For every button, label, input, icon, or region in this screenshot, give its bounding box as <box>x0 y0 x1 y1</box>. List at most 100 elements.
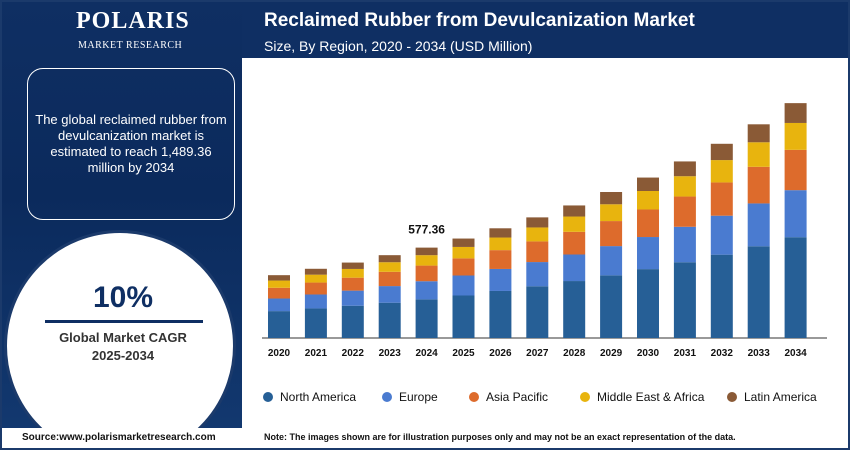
bar-asia-pacific-2029 <box>600 221 623 247</box>
x-tick-label: 2024 <box>415 348 438 359</box>
bar-europe-2024 <box>415 281 438 300</box>
legend-label: Europe <box>399 390 438 404</box>
x-tick-label: 2021 <box>305 348 328 359</box>
x-tick-label: 2023 <box>379 348 402 359</box>
chart-subtitle: Size, By Region, 2020 - 2034 (USD Millio… <box>264 38 533 54</box>
x-tick-label: 2032 <box>711 348 734 359</box>
bar-asia-pacific-2032 <box>710 182 733 216</box>
bar-asia-pacific-2031 <box>673 196 696 227</box>
bar-latin-america-2021 <box>304 268 327 275</box>
bar-europe-2020 <box>268 298 290 312</box>
cagr-label: Global Market CAGR <box>59 330 187 345</box>
bar-latin-america-2020 <box>268 275 290 281</box>
bar-latin-america-2032 <box>710 143 733 161</box>
bar-europe-2023 <box>378 286 401 303</box>
cagr-period: 2025-2034 <box>91 348 155 363</box>
footer: Source:www.polarismarketresearch.com Not… <box>2 428 848 448</box>
x-tick-label: 2034 <box>784 348 807 359</box>
logo-wordmark: POLARIS <box>76 8 190 34</box>
legend-marker <box>727 392 737 402</box>
bar-asia-pacific-2023 <box>378 271 401 287</box>
bar-north-america-2028 <box>563 281 586 338</box>
bar-asia-pacific-2026 <box>489 250 512 269</box>
source-text: Source:www.polarismarketresearch.com <box>22 432 216 443</box>
disclaimer-note: Note: The images shown are for illustrat… <box>264 432 736 442</box>
bar-middle-east-africa-2023 <box>378 262 401 272</box>
bar-asia-pacific-2024 <box>415 265 438 282</box>
bar-europe-2022 <box>341 290 364 306</box>
bar-europe-2029 <box>600 246 623 276</box>
legend-marker <box>382 392 392 402</box>
bar-latin-america-2024 <box>415 247 438 256</box>
bar-latin-america-2028 <box>563 205 586 217</box>
bar-middle-east-africa-2029 <box>600 204 623 222</box>
bar-north-america-2033 <box>747 246 770 338</box>
legend-label: Latin America <box>744 390 817 404</box>
bar-latin-america-2025 <box>452 238 475 247</box>
cagr-value: 10% <box>92 281 154 314</box>
bar-latin-america-2031 <box>673 161 696 177</box>
bar-europe-2031 <box>673 226 696 263</box>
bar-north-america-2029 <box>600 275 623 338</box>
x-tick-label: 2030 <box>637 348 660 359</box>
bar-north-america-2026 <box>489 290 512 338</box>
bar-north-america-2024 <box>415 299 438 338</box>
x-tick-label: 2031 <box>674 348 697 359</box>
legend-label: North America <box>280 390 356 404</box>
bar-europe-2026 <box>489 268 512 291</box>
bar-middle-east-africa-2028 <box>563 216 586 232</box>
legend-label: Middle East & Africa <box>597 390 705 404</box>
x-tick-label: 2028 <box>563 348 586 359</box>
legend-label: Asia Pacific <box>486 390 548 404</box>
bar-asia-pacific-2033 <box>747 166 770 204</box>
chart-title: Reclaimed Rubber from Devulcanization Ma… <box>264 10 695 31</box>
legend-marker <box>580 392 590 402</box>
bar-middle-east-africa-2031 <box>673 176 696 197</box>
bar-latin-america-2026 <box>489 228 512 238</box>
bar-middle-east-africa-2033 <box>747 142 770 167</box>
bar-middle-east-africa-2020 <box>268 280 290 288</box>
bar-latin-america-2023 <box>378 255 401 263</box>
x-tick-label: 2026 <box>489 348 512 359</box>
bar-europe-2034 <box>784 190 807 238</box>
bar-asia-pacific-2022 <box>341 277 364 291</box>
logo-tagline: MARKET RESEARCH <box>78 40 183 51</box>
bar-europe-2021 <box>304 294 327 309</box>
bar-middle-east-africa-2030 <box>637 191 659 210</box>
bar-latin-america-2029 <box>600 192 623 205</box>
bar-north-america-2022 <box>341 305 364 338</box>
bar-north-america-2034 <box>784 237 807 338</box>
cagr-circle: 10% Global Market CAGR 2025-2034 <box>4 230 236 428</box>
bar-middle-east-africa-2027 <box>526 227 549 242</box>
market-summary-text: The global reclaimed rubber from devulca… <box>35 112 227 175</box>
bar-middle-east-africa-2032 <box>710 160 733 183</box>
bar-north-america-2023 <box>378 302 401 338</box>
bar-asia-pacific-2020 <box>268 287 290 299</box>
bar-north-america-2021 <box>304 308 327 338</box>
bar-latin-america-2030 <box>637 177 659 191</box>
x-tick-label: 2027 <box>526 348 549 359</box>
cagr-divider <box>45 320 203 323</box>
bar-asia-pacific-2027 <box>526 241 549 263</box>
x-tick-label: 2022 <box>342 348 365 359</box>
x-tick-label: 2029 <box>600 348 623 359</box>
bar-middle-east-africa-2026 <box>489 237 512 251</box>
bar-latin-america-2033 <box>747 124 770 143</box>
stacked-bar-chart: 2020 2021 2022 2023 2024 577.36 2025 2026 2027 20… <box>262 103 827 404</box>
bar-latin-america-2034 <box>784 103 807 123</box>
bar-middle-east-africa-2022 <box>341 268 364 278</box>
bar-north-america-2027 <box>526 286 549 338</box>
bar-europe-2025 <box>452 275 475 296</box>
bar-europe-2028 <box>563 254 586 282</box>
bar-middle-east-africa-2025 <box>452 246 475 259</box>
bar-north-america-2030 <box>637 269 659 338</box>
data-label-2024: 577.36 <box>408 223 445 237</box>
bar-middle-east-africa-2024 <box>415 255 438 266</box>
x-tick-label: 2020 <box>268 348 291 359</box>
bar-asia-pacific-2021 <box>304 282 327 295</box>
bar-north-america-2031 <box>673 262 696 338</box>
bar-north-america-2025 <box>452 295 475 338</box>
chart-header: Reclaimed Rubber from Devulcanization Ma… <box>242 2 848 58</box>
x-tick-label: 2033 <box>748 348 771 359</box>
